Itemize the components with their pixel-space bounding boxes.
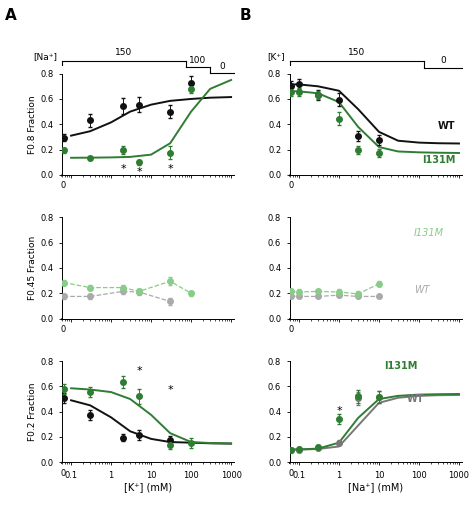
Y-axis label: F0.2 Fraction: F0.2 Fraction [28,383,37,441]
Text: *: * [136,366,142,375]
Text: 0: 0 [61,325,66,334]
Text: I131M: I131M [384,361,418,371]
Text: 0: 0 [289,325,294,334]
Text: I131M: I131M [414,228,444,238]
Text: A: A [5,8,17,23]
Text: WT: WT [407,394,424,403]
Text: 0: 0 [219,62,225,71]
Text: 0: 0 [289,181,294,190]
Text: 0: 0 [289,469,294,478]
Y-axis label: F0.8 Fraction: F0.8 Fraction [28,95,37,153]
Text: *: * [336,406,342,416]
Text: 150: 150 [115,48,132,57]
Text: 0: 0 [61,181,66,190]
X-axis label: [Na⁺] (mM): [Na⁺] (mM) [348,483,403,492]
Text: *: * [167,385,173,395]
Text: 150: 150 [348,48,365,57]
Text: WT: WT [414,285,429,295]
Text: 100: 100 [190,55,207,65]
Y-axis label: F0.45 Fraction: F0.45 Fraction [28,236,37,300]
Text: 0: 0 [440,56,446,65]
Text: *: * [136,167,142,177]
Text: *: * [167,164,173,174]
Text: I131M: I131M [422,154,455,165]
Text: *: * [120,164,126,174]
Text: [Na⁺]: [Na⁺] [33,52,57,61]
Text: [K⁺]: [K⁺] [267,52,285,61]
Text: WT: WT [438,121,455,131]
Text: 0: 0 [61,469,66,478]
Text: B: B [239,8,251,23]
X-axis label: [K⁺] (mM): [K⁺] (mM) [124,483,172,492]
